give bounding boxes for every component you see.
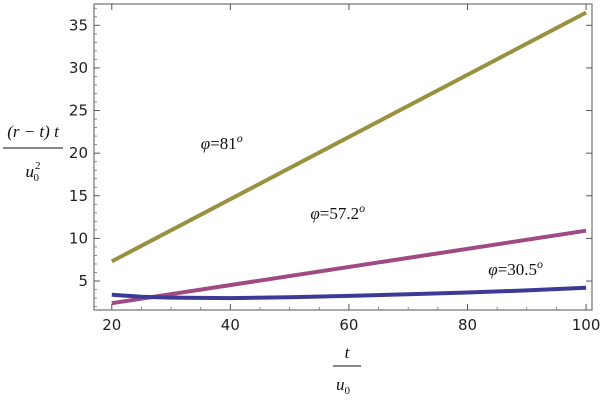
x-axis-label-den-sub: 0 <box>345 385 351 397</box>
x-axis-label-numerator: t <box>345 343 351 362</box>
x-tick-label: 100 <box>572 316 600 334</box>
plot-frame <box>93 3 593 311</box>
y-tick-label: 20 <box>69 144 88 162</box>
series-annotation-1: φ=81o <box>201 131 243 153</box>
x-axis-label-denominator: u0 <box>336 375 351 397</box>
x-axis-label: t u0 <box>333 343 361 397</box>
series-annotation-2: φ=57.2o <box>310 201 365 223</box>
y-tick-label: 10 <box>69 229 88 247</box>
x-tick-label: 20 <box>102 316 121 334</box>
x-tick-label: 60 <box>339 316 358 334</box>
y-axis-label-denominator: u2 0 <box>26 160 41 184</box>
y-tick-label: 30 <box>69 59 88 77</box>
y-tick-label: 35 <box>69 16 88 34</box>
y-tick-label: 5 <box>78 272 88 290</box>
y-axis-label-numerator: (r − t) t <box>7 122 60 141</box>
y-tick-label: 15 <box>69 187 88 205</box>
series-annotation-3: φ=30.5o <box>488 257 543 279</box>
series-line-1 <box>110 10 588 264</box>
series-line-2 <box>111 228 587 306</box>
y-axis-label-den-sup: 2 <box>35 160 41 172</box>
series-line-3 <box>111 285 587 301</box>
x-axis-label-den-var: u <box>336 375 345 394</box>
x-tick-label: 40 <box>221 316 240 334</box>
y-axis-label-den-var: u <box>26 162 35 181</box>
x-tick-label: 80 <box>458 316 477 334</box>
y-tick-label: 25 <box>69 102 88 120</box>
y-axis-label-den-sub: 0 <box>34 172 40 184</box>
y-axis-label: (r − t) t u2 0 <box>3 122 63 184</box>
